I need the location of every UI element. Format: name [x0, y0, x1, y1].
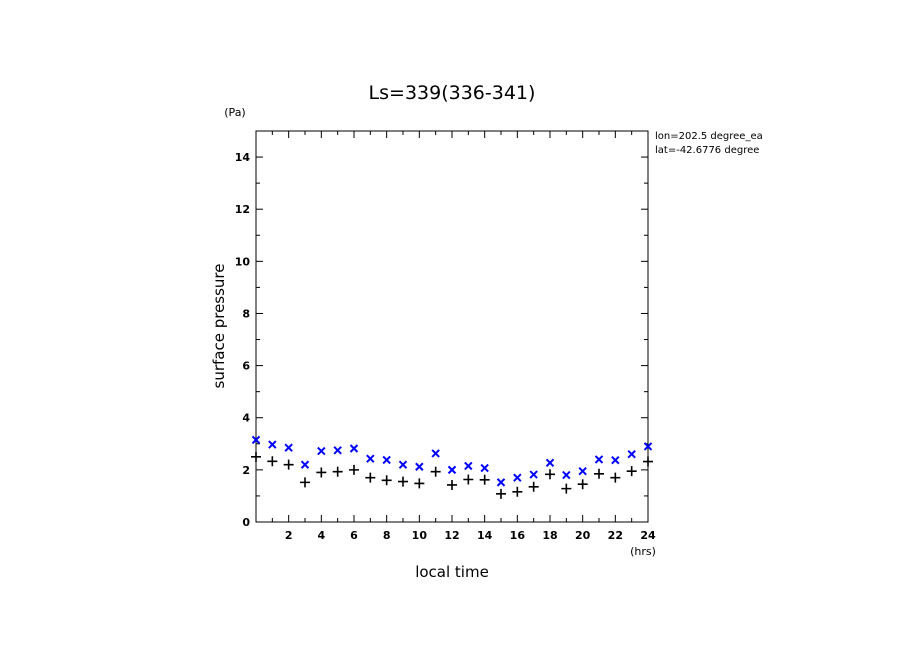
y-tick-label: 14	[235, 151, 251, 164]
data-point-plus	[349, 464, 359, 475]
data-point-x	[480, 463, 489, 473]
data-point-x	[545, 458, 555, 468]
data-point-plus	[251, 451, 261, 462]
data-point-plus	[512, 486, 523, 497]
data-point-x	[431, 449, 440, 458]
info-line-lat: lat=-42.6776 degree	[655, 145, 759, 156]
x-axis-ticks: 2 4 6 8 10 12 14 16 18 20 22 24	[255, 131, 656, 542]
x-tick-label: 10	[412, 529, 428, 542]
y-axis-unit: (Pa)	[224, 106, 245, 119]
data-point-plus	[626, 466, 637, 477]
data-point-x	[627, 450, 636, 459]
data-point-plus	[430, 466, 441, 477]
plot-frame	[255, 130, 649, 523]
data-point-x	[529, 470, 538, 479]
series-x-markers	[251, 435, 653, 487]
data-point-plus	[267, 456, 278, 467]
data-point-x	[611, 456, 620, 465]
data-point-plus	[447, 479, 457, 490]
y-axis-ticks: 0 2 4 6 8 10 12 14	[235, 130, 648, 529]
chart-title: Ls=339(336-341)	[369, 82, 536, 104]
data-point-x	[284, 443, 293, 452]
data-point-x	[398, 460, 408, 469]
data-point-plus	[463, 474, 474, 485]
series-plus-markers	[251, 451, 653, 499]
y-tick-label: 6	[242, 360, 250, 373]
x-tick-label: 20	[575, 529, 591, 542]
y-tick-label: 8	[242, 307, 250, 320]
data-point-plus	[283, 459, 294, 470]
data-point-plus	[332, 466, 343, 477]
data-point-plus	[381, 475, 392, 486]
x-tick-label: 6	[350, 529, 358, 542]
x-tick-label: 18	[542, 529, 557, 542]
data-point-x	[464, 461, 473, 471]
data-point-x	[513, 473, 522, 482]
data-point-plus	[479, 474, 490, 485]
data-point-x	[317, 446, 326, 456]
data-point-x	[578, 466, 587, 476]
data-point-x	[349, 444, 359, 453]
data-point-x	[643, 442, 653, 451]
data-point-x	[268, 440, 277, 449]
data-point-plus	[610, 472, 621, 483]
y-tick-label: 10	[235, 255, 251, 268]
data-point-x	[496, 478, 506, 487]
data-point-plus	[398, 476, 408, 487]
data-point-x	[300, 460, 310, 469]
y-tick-label: 2	[242, 464, 250, 477]
data-point-x	[366, 454, 375, 463]
data-point-plus	[594, 468, 604, 479]
data-point-x	[447, 465, 457, 475]
info-line-lon: lon=202.5 degree_ea	[655, 131, 763, 142]
x-tick-label: 24	[640, 529, 656, 542]
x-axis-label: local time	[415, 563, 489, 581]
x-tick-label: 4	[318, 529, 326, 542]
x-tick-label: 2	[285, 529, 293, 542]
y-tick-label: 0	[242, 516, 250, 529]
data-point-plus	[577, 479, 588, 490]
data-point-x	[562, 470, 571, 480]
data-point-plus	[365, 472, 376, 483]
data-point-plus	[300, 477, 310, 488]
x-tick-label: 22	[608, 529, 623, 542]
data-point-x	[333, 446, 342, 455]
data-point-x	[415, 462, 424, 471]
x-tick-label: 14	[477, 529, 493, 542]
data-point-plus	[561, 483, 572, 494]
data-point-x	[382, 455, 391, 465]
data-point-plus	[528, 481, 539, 492]
data-point-plus	[496, 488, 506, 499]
data-point-plus	[414, 478, 425, 489]
x-tick-label: 8	[383, 529, 391, 542]
data-point-x	[594, 455, 604, 464]
x-tick-label: 12	[444, 529, 459, 542]
data-point-plus	[545, 469, 555, 480]
x-tick-label: 16	[510, 529, 526, 542]
x-axis-unit: (hrs)	[630, 545, 656, 558]
data-point-x	[251, 435, 261, 445]
y-tick-label: 12	[235, 203, 250, 216]
data-point-plus	[643, 456, 653, 467]
y-tick-label: 4	[242, 412, 250, 425]
y-axis-label: surface pressure	[210, 264, 228, 389]
data-point-plus	[316, 467, 327, 478]
